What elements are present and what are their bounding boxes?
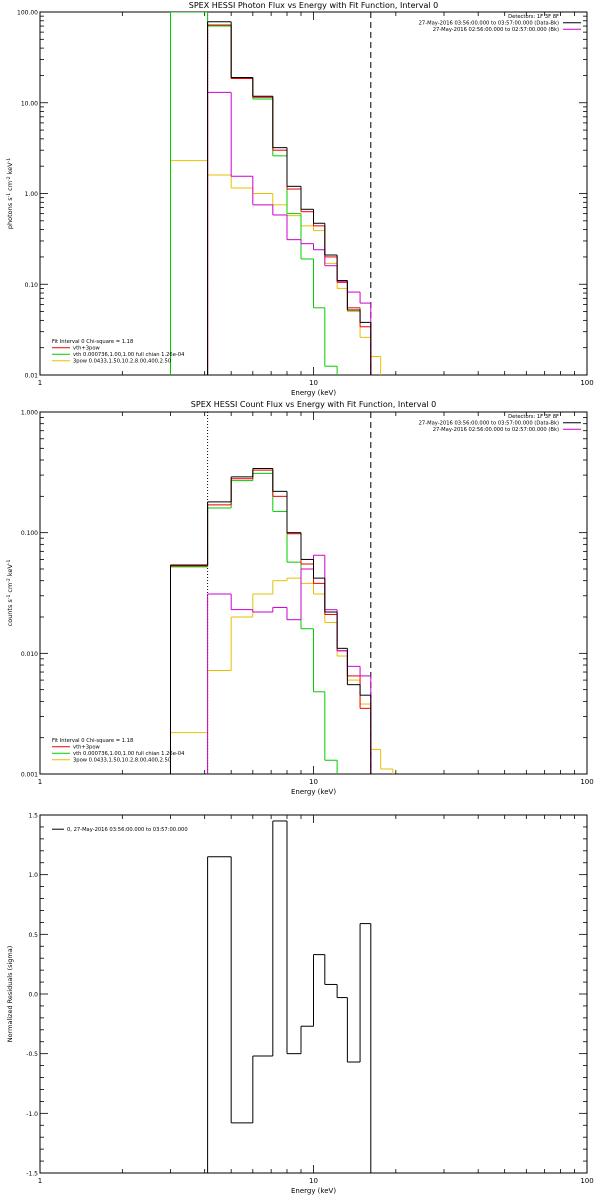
legend-bottom-entry: vth 0.000736,1.00,1.00 full chian 1.26e-… [73,751,185,757]
legend-bottom-entry: vth+3pow [73,346,101,352]
chart-panel-3: 1 10 100 Energy (keV) -1.5 -1.0 -0.5 0.0 0.5 1.0 1… [6,813,594,1196]
series-data-bk [207,21,372,375]
legend-top-entry: 27-May-2016 02:56:00.000 to 02:57:00.000… [433,27,559,33]
x-tick-label: 100 [580,379,593,387]
y-tick-label: 1.000 [21,410,38,417]
series-3pow [169,160,382,375]
y-tick-label: 1.5 [28,813,38,820]
x-tick-label: 1 [38,778,42,786]
y-tick-label: 1.00 [25,191,39,198]
y-tick-label: -0.5 [26,1051,38,1058]
legend-top-entry: 27-May-2016 03:56:00.000 to 03:57:00.000… [419,421,559,427]
x-tick-label: 1 [38,1177,42,1185]
y-tick-label: -1.0 [26,1111,38,1118]
chart-panel-1: SPEX HESSI Photon Flux vs Energy with Fi… [6,1,594,397]
series-data-bk [169,468,372,774]
series-vth [169,472,338,774]
series-vth-3pow [169,469,372,774]
y-tick-label: 0.001 [21,772,38,779]
chart-title: SPEX HESSI Photon Flux vs Energy with Fi… [189,1,439,10]
chart-title: SPEX HESSI Count Flux vs Energy with Fit… [191,400,436,409]
y-axis-label: counts s-1 cm-2 keV-1 [6,560,15,627]
x-axis-label: Energy (keV) [291,389,336,397]
y-axis-label: photons s-1 cm-2 keV-1 [6,158,15,229]
y-tick-label: 0.010 [21,651,38,658]
legend-fit-header: Fit Interval 0 Chi-square = 1.18 [52,738,133,744]
plot-frame [39,11,588,376]
chart-panel-2: SPEX HESSI Count Flux vs Energy with Fit… [6,400,594,796]
y-tick-label: 100.00 [17,10,38,17]
y-tick-label: 10.00 [21,100,38,107]
y-tick-label: -1.5 [26,1171,38,1178]
y-axis-label: Normalized Residuals (sigma) [6,946,14,1043]
y-tick-label: 0.100 [21,530,38,537]
x-axis-label: Energy (keV) [291,788,336,796]
x-tick-label: 100 [580,1177,593,1185]
x-tick-label: 100 [580,778,593,786]
legend-top-entry: Detectors: 1F 3F 8F [508,414,559,420]
y-tick-label: 0.5 [28,932,38,939]
legend-bottom-entry: 3pow 0.0433,1.50,10.2,8.00,400,2.50 [73,359,171,365]
legend-fit-header: Fit Interval 0 Chi-square = 1.18 [52,339,133,345]
y-tick-label: 0.0 [28,992,38,999]
x-tick-label: 1 [38,379,42,387]
x-axis-label: Energy (keV) [291,1187,336,1195]
series-0-27-may-2016-03-56-00-000-to-03-57-00-000 [207,820,372,1173]
legend-top-entry: Detectors: 1F 3F 8F [508,14,559,20]
x-tick-label: 10 [309,778,318,786]
y-tick-label: 0.01 [25,373,39,380]
series-bk [207,554,372,774]
series-bk [207,91,372,375]
legend-bottom-entry: vth+3pow [73,745,101,751]
x-tick-label: 10 [309,379,318,387]
y-tick-label: 1.0 [28,872,38,879]
legend-bottom-entry: vth 0.000736,1.00,1.00 full chian 1.26e-… [73,352,185,358]
x-tick-label: 10 [309,1177,318,1185]
legend-bottom-entry: 3pow 0.0433,1.50,10.2,8.00,400,2.50 [73,758,171,764]
y-tick-label: 0.10 [25,282,39,289]
legend-top-entry: 27-May-2016 03:56:00.000 to 03:57:00.000… [419,21,559,27]
legend-entry: 0, 27-May-2016 03:56:00.000 to 03:57:00.… [67,827,188,833]
legend-top-entry: 27-May-2016 02:56:00.000 to 02:57:00.000… [433,427,559,433]
